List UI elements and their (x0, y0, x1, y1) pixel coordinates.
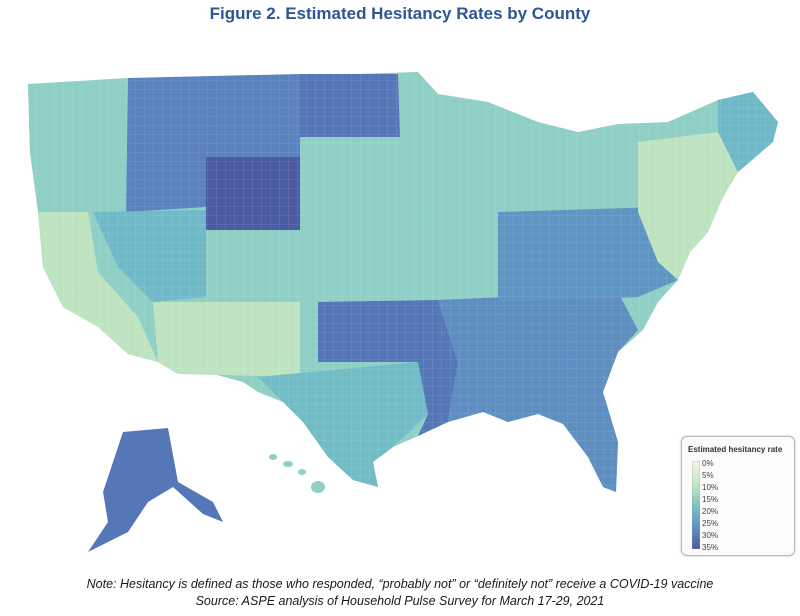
note-line-1: Note: Hesitancy is defined as those who … (86, 577, 714, 591)
legend-label-5: 25% (702, 519, 719, 528)
legend-label-7: 35% (702, 543, 719, 552)
legend-label-6: 30% (702, 531, 719, 540)
legend-label-4: 20% (702, 507, 719, 516)
source-line: Source: ASPE analysis of Household Pulse… (195, 594, 605, 608)
county-grid (18, 62, 798, 502)
legend-label-0: 0% (702, 459, 714, 468)
legend-label-3: 15% (702, 495, 719, 504)
note-text: Note: Hesitancy is defined as those who … (0, 576, 800, 610)
region-hawaii (269, 454, 325, 493)
legend-color-bar (692, 461, 700, 549)
legend-label-2: 10% (702, 483, 719, 492)
figure-title: Figure 2. Estimated Hesitancy Rates by C… (209, 4, 591, 23)
legend-title: Estimated hesitancy rate (688, 445, 783, 454)
legend-box: Estimated hesitancy rate 0% 5% 10% 15% 2… (681, 436, 795, 556)
regions (18, 62, 798, 502)
legend-label-1: 5% (702, 471, 714, 480)
region-alaska (88, 428, 223, 552)
hesitancy-map (18, 62, 798, 552)
